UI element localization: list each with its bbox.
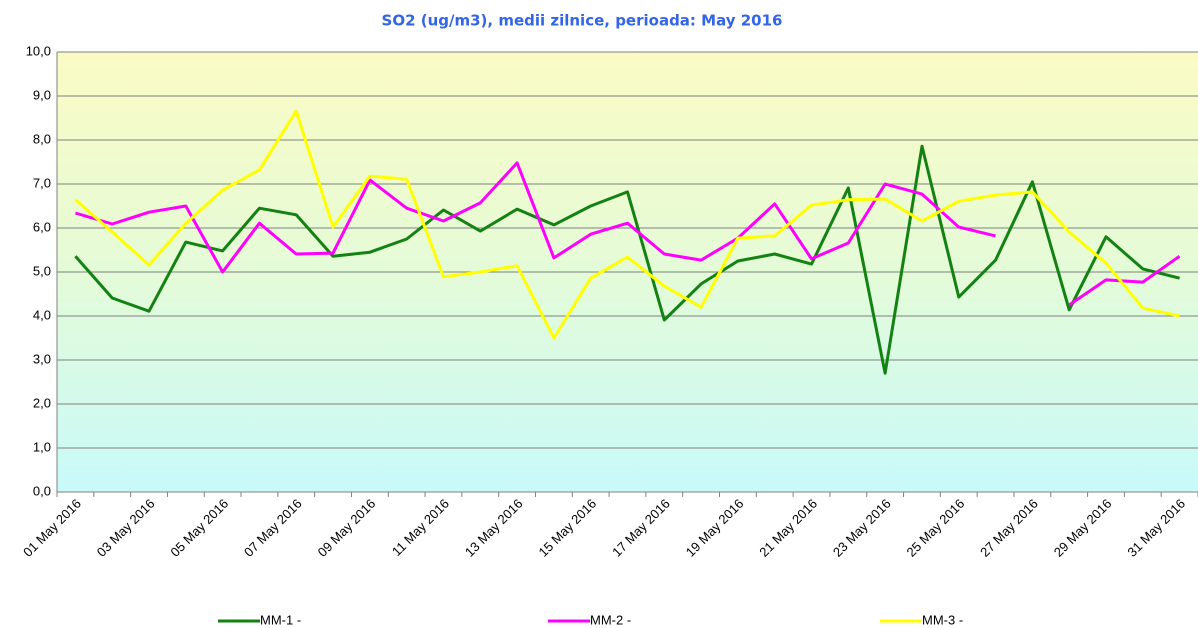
series-line — [74, 161, 1181, 307]
x-tick-label: 23 May 2016 — [830, 496, 894, 560]
legend-label: MM-2 - — [590, 612, 631, 627]
x-tick-label: 27 May 2016 — [977, 496, 1041, 560]
x-tick-label: 11 May 2016 — [389, 496, 452, 559]
x-tick-label: 21 May 2016 — [756, 496, 820, 560]
x-tick-label: 13 May 2016 — [462, 496, 526, 560]
y-tick-label: 9,0 — [33, 87, 51, 102]
y-tick-label: 2,0 — [33, 395, 51, 410]
x-tick-label: 05 May 2016 — [167, 496, 231, 560]
x-tick-label: 17 May 2016 — [609, 496, 673, 560]
x-tick-label: 15 May 2016 — [535, 496, 599, 560]
x-tick-label: 31 May 2016 — [1124, 496, 1188, 560]
x-tick-label: 03 May 2016 — [94, 496, 158, 560]
y-tick-label: 3,0 — [33, 351, 51, 366]
y-tick-label: 4,0 — [33, 307, 51, 322]
series-line — [74, 109, 1180, 340]
y-tick-label: 7,0 — [33, 175, 51, 190]
y-tick-label: 5,0 — [33, 263, 51, 278]
x-tick-label: 29 May 2016 — [1051, 496, 1115, 560]
x-tick-label: 07 May 2016 — [241, 496, 305, 560]
x-tick-label: 19 May 2016 — [683, 496, 747, 560]
x-tick-label: 09 May 2016 — [315, 496, 379, 560]
legend-label: MM-3 - — [922, 612, 963, 627]
y-tick-label: 8,0 — [33, 131, 51, 146]
y-tick-label: 0,0 — [33, 483, 51, 498]
x-tick-label: 25 May 2016 — [904, 496, 968, 560]
y-tick-label: 6,0 — [33, 219, 51, 234]
series-line — [74, 144, 1180, 375]
y-tick-label: 10,0 — [26, 43, 51, 58]
x-tick-label: 01 May 2016 — [20, 496, 84, 560]
chart-title: SO2 (ug/m3), medii zilnice, perioada: Ma… — [382, 12, 783, 30]
y-tick-label: 1,0 — [33, 439, 51, 454]
legend-label: MM-1 - — [260, 612, 301, 627]
